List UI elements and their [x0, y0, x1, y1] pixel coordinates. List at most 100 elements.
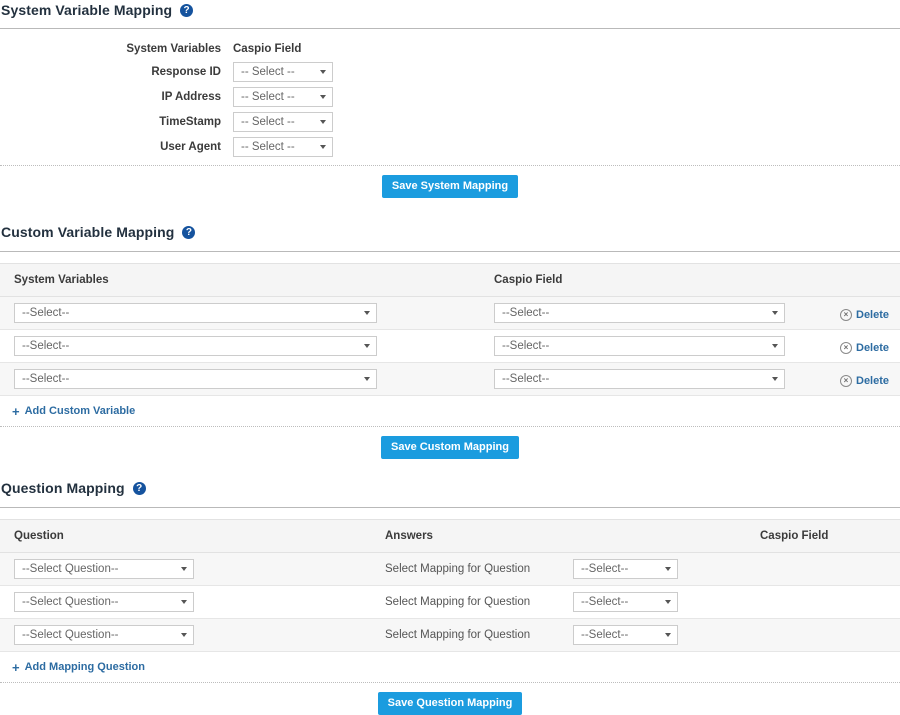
- delete-custom-variable-1-button[interactable]: × Delete: [840, 308, 889, 321]
- question-mapping-table: Question Answers Caspio Field --Select Q…: [0, 519, 900, 652]
- chevron-down-icon: [364, 311, 370, 315]
- select-question-1[interactable]: --Select Question--: [14, 559, 194, 579]
- answer-mapping-group: Select Mapping for Question --Select--: [385, 625, 760, 645]
- column-header-answers: Answers: [385, 519, 760, 553]
- select-answer-caspio-1[interactable]: --Select--: [573, 559, 678, 579]
- question-dotted-divider: [0, 682, 900, 683]
- chevron-down-icon: [320, 119, 326, 124]
- question-cell: --Select Question--: [0, 552, 385, 586]
- select-custom-variable-3-value: --Select--: [22, 373, 70, 385]
- system-save-row: Save System Mapping: [0, 166, 900, 198]
- answer-mapping-group: Select Mapping for Question --Select--: [385, 559, 760, 579]
- section-divider: [0, 251, 900, 252]
- select-timestamp-value: -- Select --: [241, 115, 295, 128]
- select-custom-variable-2-value: --Select--: [22, 340, 70, 352]
- select-custom-variable-3[interactable]: --Select--: [14, 369, 377, 389]
- column-header-caspio-field: Caspio Field: [233, 43, 302, 55]
- label-timestamp: TimeStamp: [159, 115, 221, 128]
- system-variable-grid: System Variables Caspio Field Response I…: [0, 39, 900, 159]
- delete-label: Delete: [856, 374, 890, 387]
- custom-caspio-cell: --Select--: [480, 329, 840, 363]
- add-mapping-question-label: Add Mapping Question: [24, 661, 145, 673]
- answer-mapping-label: Select Mapping for Question: [385, 629, 531, 641]
- select-response-id-value: -- Select --: [241, 65, 295, 78]
- select-custom-caspio-1[interactable]: --Select--: [494, 303, 785, 323]
- chevron-down-icon: [320, 94, 326, 99]
- table-row: --Select-- --Select-- × Delete: [0, 329, 900, 363]
- custom-variable-mapping-section: Custom Variable Mapping ? System Variabl…: [0, 222, 900, 459]
- help-circle-icon[interactable]: ?: [180, 3, 194, 17]
- section-divider: [0, 28, 900, 29]
- select-answer-caspio-2-value: --Select--: [581, 596, 629, 608]
- select-custom-variable-2[interactable]: --Select--: [14, 336, 377, 356]
- chevron-down-icon: [772, 311, 778, 315]
- question-mapping-section: Question Mapping ? Question Answers Casp…: [0, 478, 900, 715]
- select-question-3-value: --Select Question--: [22, 629, 119, 641]
- help-circle-icon[interactable]: ?: [132, 481, 146, 495]
- select-custom-caspio-3-value: --Select--: [502, 373, 550, 385]
- custom-variable-cell: --Select--: [0, 296, 480, 330]
- delete-custom-variable-2-button[interactable]: × Delete: [840, 341, 889, 354]
- question-save-row: Save Question Mapping: [0, 683, 900, 715]
- add-mapping-question-button[interactable]: + Add Mapping Question: [0, 652, 145, 682]
- chevron-down-icon: [181, 633, 187, 637]
- select-question-1-value: --Select Question--: [22, 563, 119, 575]
- select-custom-variable-1-value: --Select--: [22, 307, 70, 319]
- custom-variable-table: System Variables Caspio Field --Select--…: [0, 263, 900, 396]
- chevron-down-icon: [181, 600, 187, 604]
- select-answer-caspio-3[interactable]: --Select--: [573, 625, 678, 645]
- column-header-caspio-field: Caspio Field: [760, 519, 900, 553]
- custom-variable-cell: --Select--: [0, 362, 480, 396]
- select-custom-caspio-2[interactable]: --Select--: [494, 336, 785, 356]
- custom-section-heading: Custom Variable Mapping ?: [0, 222, 900, 242]
- select-ip-address[interactable]: -- Select --: [233, 86, 333, 107]
- custom-delete-cell: × Delete: [840, 329, 900, 363]
- chevron-down-icon: [665, 600, 671, 604]
- system-row-ip-address: IP Address -- Select --: [0, 84, 900, 109]
- select-answer-caspio-3-value: --Select--: [581, 629, 629, 641]
- system-row-response-id: Response ID -- Select --: [0, 59, 900, 84]
- save-question-mapping-button[interactable]: Save Question Mapping: [377, 692, 523, 715]
- field-response-id: -- Select --: [233, 61, 333, 82]
- chevron-down-icon: [665, 567, 671, 571]
- question-cell: --Select Question--: [0, 585, 385, 619]
- save-custom-mapping-button[interactable]: Save Custom Mapping: [381, 436, 519, 459]
- select-question-3[interactable]: --Select Question--: [14, 625, 194, 645]
- plus-icon: +: [12, 403, 20, 419]
- select-answer-caspio-2[interactable]: --Select--: [573, 592, 678, 612]
- custom-delete-cell: × Delete: [840, 362, 900, 396]
- label-ip-address: IP Address: [161, 90, 221, 103]
- table-row: --Select-- --Select-- × Delete: [0, 296, 900, 330]
- plus-icon: +: [12, 659, 20, 675]
- table-row: --Select Question-- Select Mapping for Q…: [0, 552, 900, 586]
- custom-caspio-cell: --Select--: [480, 296, 840, 330]
- label-user-agent: User Agent: [160, 140, 221, 153]
- add-custom-variable-button[interactable]: + Add Custom Variable: [0, 396, 135, 426]
- custom-variable-cell: --Select--: [0, 329, 480, 363]
- select-user-agent[interactable]: -- Select --: [233, 136, 333, 157]
- field-timestamp: -- Select --: [233, 111, 333, 132]
- label-response-id: Response ID: [151, 65, 221, 78]
- select-custom-caspio-3[interactable]: --Select--: [494, 369, 785, 389]
- field-ip-address: -- Select --: [233, 86, 333, 107]
- column-header-caspio-field: Caspio Field: [480, 263, 840, 297]
- select-custom-variable-1[interactable]: --Select--: [14, 303, 377, 323]
- custom-save-row: Save Custom Mapping: [0, 427, 900, 459]
- circle-x-icon: ×: [840, 341, 852, 354]
- select-custom-caspio-1-value: --Select--: [502, 307, 550, 319]
- column-header-actions: [840, 263, 900, 297]
- delete-custom-variable-3-button[interactable]: × Delete: [840, 374, 890, 387]
- chevron-down-icon: [772, 377, 778, 381]
- system-variable-mapping-section: System Variable Mapping ? System Variabl…: [0, 0, 900, 198]
- answers-cell: Select Mapping for Question --Select--: [385, 585, 760, 619]
- answer-mapping-group: Select Mapping for Question --Select--: [385, 592, 760, 612]
- select-question-2[interactable]: --Select Question--: [14, 592, 194, 612]
- help-circle-icon[interactable]: ?: [182, 225, 196, 239]
- question-section-heading: Question Mapping ?: [0, 478, 900, 498]
- select-timestamp[interactable]: -- Select --: [233, 111, 333, 132]
- section-divider: [0, 507, 900, 508]
- chevron-down-icon: [772, 344, 778, 348]
- add-custom-variable-label: Add Custom Variable: [24, 405, 136, 417]
- save-system-mapping-button[interactable]: Save System Mapping: [381, 175, 519, 198]
- select-response-id[interactable]: -- Select --: [233, 61, 333, 82]
